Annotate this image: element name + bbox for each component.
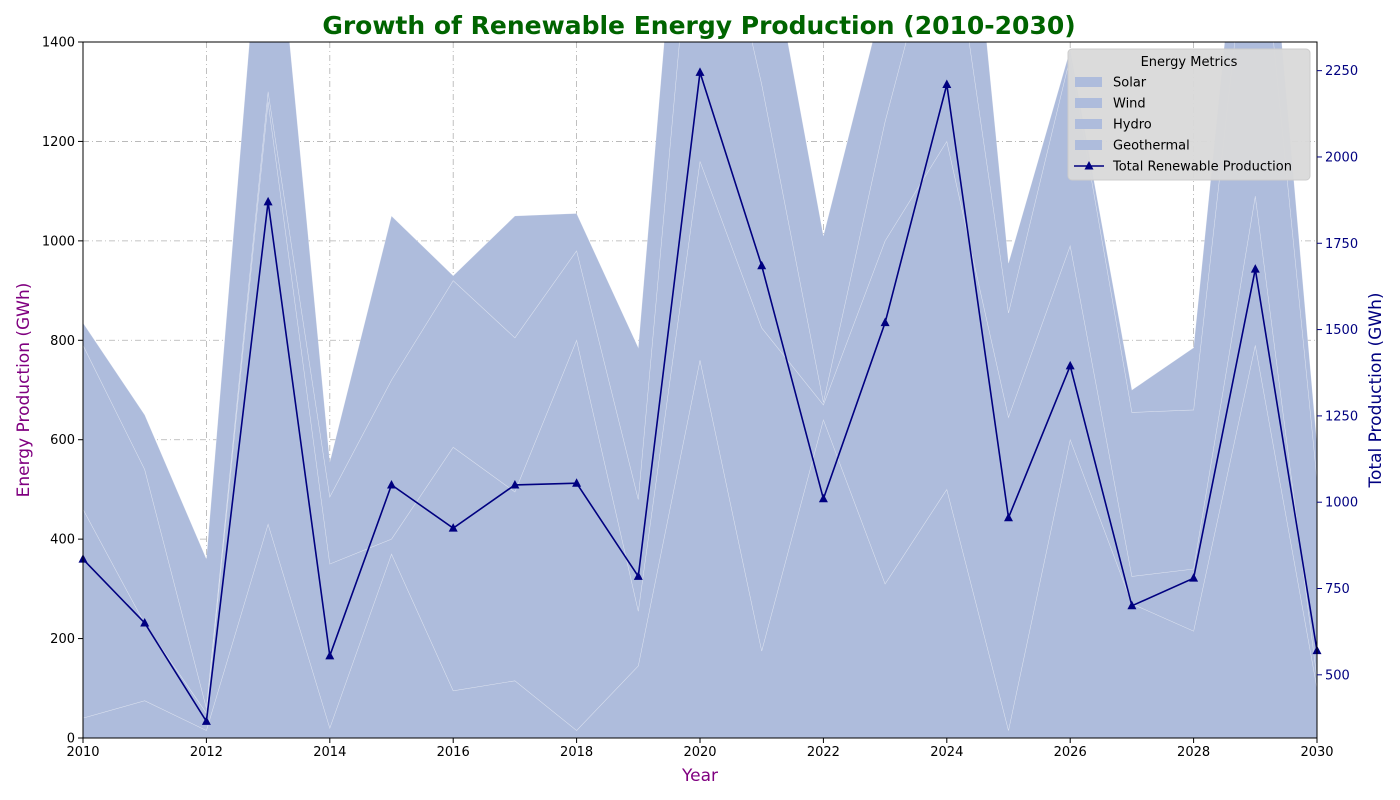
total-marker	[1189, 573, 1199, 582]
axes: 2010 2012 2014 2016 2018 2020 2022 2024 2026 2028…	[42, 36, 1358, 761]
total-marker	[510, 479, 520, 489]
x-tick-label: 2018	[560, 745, 593, 760]
legend-label: Wind	[1113, 97, 1146, 112]
y-tick-label: 800	[50, 334, 75, 349]
x-tick-label: 2016	[437, 745, 470, 760]
y-right-tick-label: 1750	[1325, 237, 1358, 252]
y-right-tick-label: 1000	[1325, 496, 1358, 511]
y-tick-label: 400	[50, 533, 75, 548]
legend-label: Geothermal	[1113, 139, 1190, 154]
area-geothermal	[83, 42, 1317, 709]
total-marker	[695, 67, 705, 76]
total-marker	[1127, 600, 1137, 610]
legend-marker-swatch	[1084, 161, 1094, 170]
y-right-tick-label: 2000	[1325, 150, 1358, 165]
x-tick-label: 2024	[930, 745, 963, 760]
legend-swatch	[1075, 140, 1102, 150]
y-tick-label: 600	[50, 433, 75, 448]
total-marker	[572, 478, 582, 487]
legend-label: Total Renewable Production	[1112, 160, 1292, 175]
y-right-tick-label: 1250	[1325, 409, 1358, 424]
y-tick-label: 1200	[42, 135, 75, 150]
legend: Energy Metrics Solar Wind Hydro Geothermal T…	[1067, 48, 1311, 181]
x-tick-label: 2014	[313, 745, 346, 760]
x-tick-label: 2022	[807, 745, 840, 760]
total-marker	[1250, 264, 1260, 273]
y-tick-label: 1400	[42, 36, 75, 51]
y-right-tick-label: 500	[1325, 668, 1350, 683]
x-axis-label: Year	[681, 766, 718, 786]
y-tick-label: 1000	[42, 234, 75, 249]
chart-title: Growth of Renewable Energy Production (2…	[322, 11, 1075, 40]
total-marker	[325, 650, 335, 660]
x-tick-label: 2028	[1177, 745, 1210, 760]
total-marker	[263, 196, 273, 206]
y-tick-label: 200	[50, 632, 75, 647]
total-marker	[1004, 512, 1013, 522]
x-tick-label: 2012	[190, 745, 223, 760]
y-right-tick-label: 750	[1325, 582, 1350, 597]
total-marker	[1065, 360, 1075, 370]
total-marker	[818, 493, 828, 503]
total-marker	[387, 479, 396, 489]
legend-label: Solar	[1113, 76, 1147, 91]
legend-swatch	[1075, 119, 1102, 129]
y-right-tick-label: 1500	[1325, 323, 1358, 338]
total-marker	[201, 716, 211, 725]
total-marker	[633, 571, 643, 580]
total-marker	[942, 79, 952, 88]
total-marker	[757, 260, 767, 270]
legend-label: Hydro	[1113, 118, 1152, 133]
legend-swatch	[1075, 77, 1102, 87]
legend-swatch	[1075, 98, 1102, 108]
x-tick-label: 2030	[1300, 745, 1333, 760]
total-marker	[448, 523, 458, 532]
legend-box	[1067, 48, 1311, 181]
legend-items: Solar Wind Hydro Geothermal Total Renewable …	[1074, 76, 1292, 175]
area-layer	[83, 42, 1317, 738]
x-tick-label: 2026	[1054, 745, 1087, 760]
total-marker	[140, 618, 150, 627]
total-marker	[880, 317, 890, 327]
y-right-tick-label: 2250	[1325, 64, 1358, 79]
x-tick-label: 2020	[683, 745, 716, 760]
y-axis-right-label: Total Production (GWh)	[1366, 293, 1386, 489]
legend-title: Energy Metrics	[1141, 55, 1238, 70]
y-tick-label: 0	[67, 732, 75, 747]
x-tick-label: 2010	[66, 745, 99, 760]
y-axis-label: Energy Production (GWh)	[14, 283, 34, 498]
